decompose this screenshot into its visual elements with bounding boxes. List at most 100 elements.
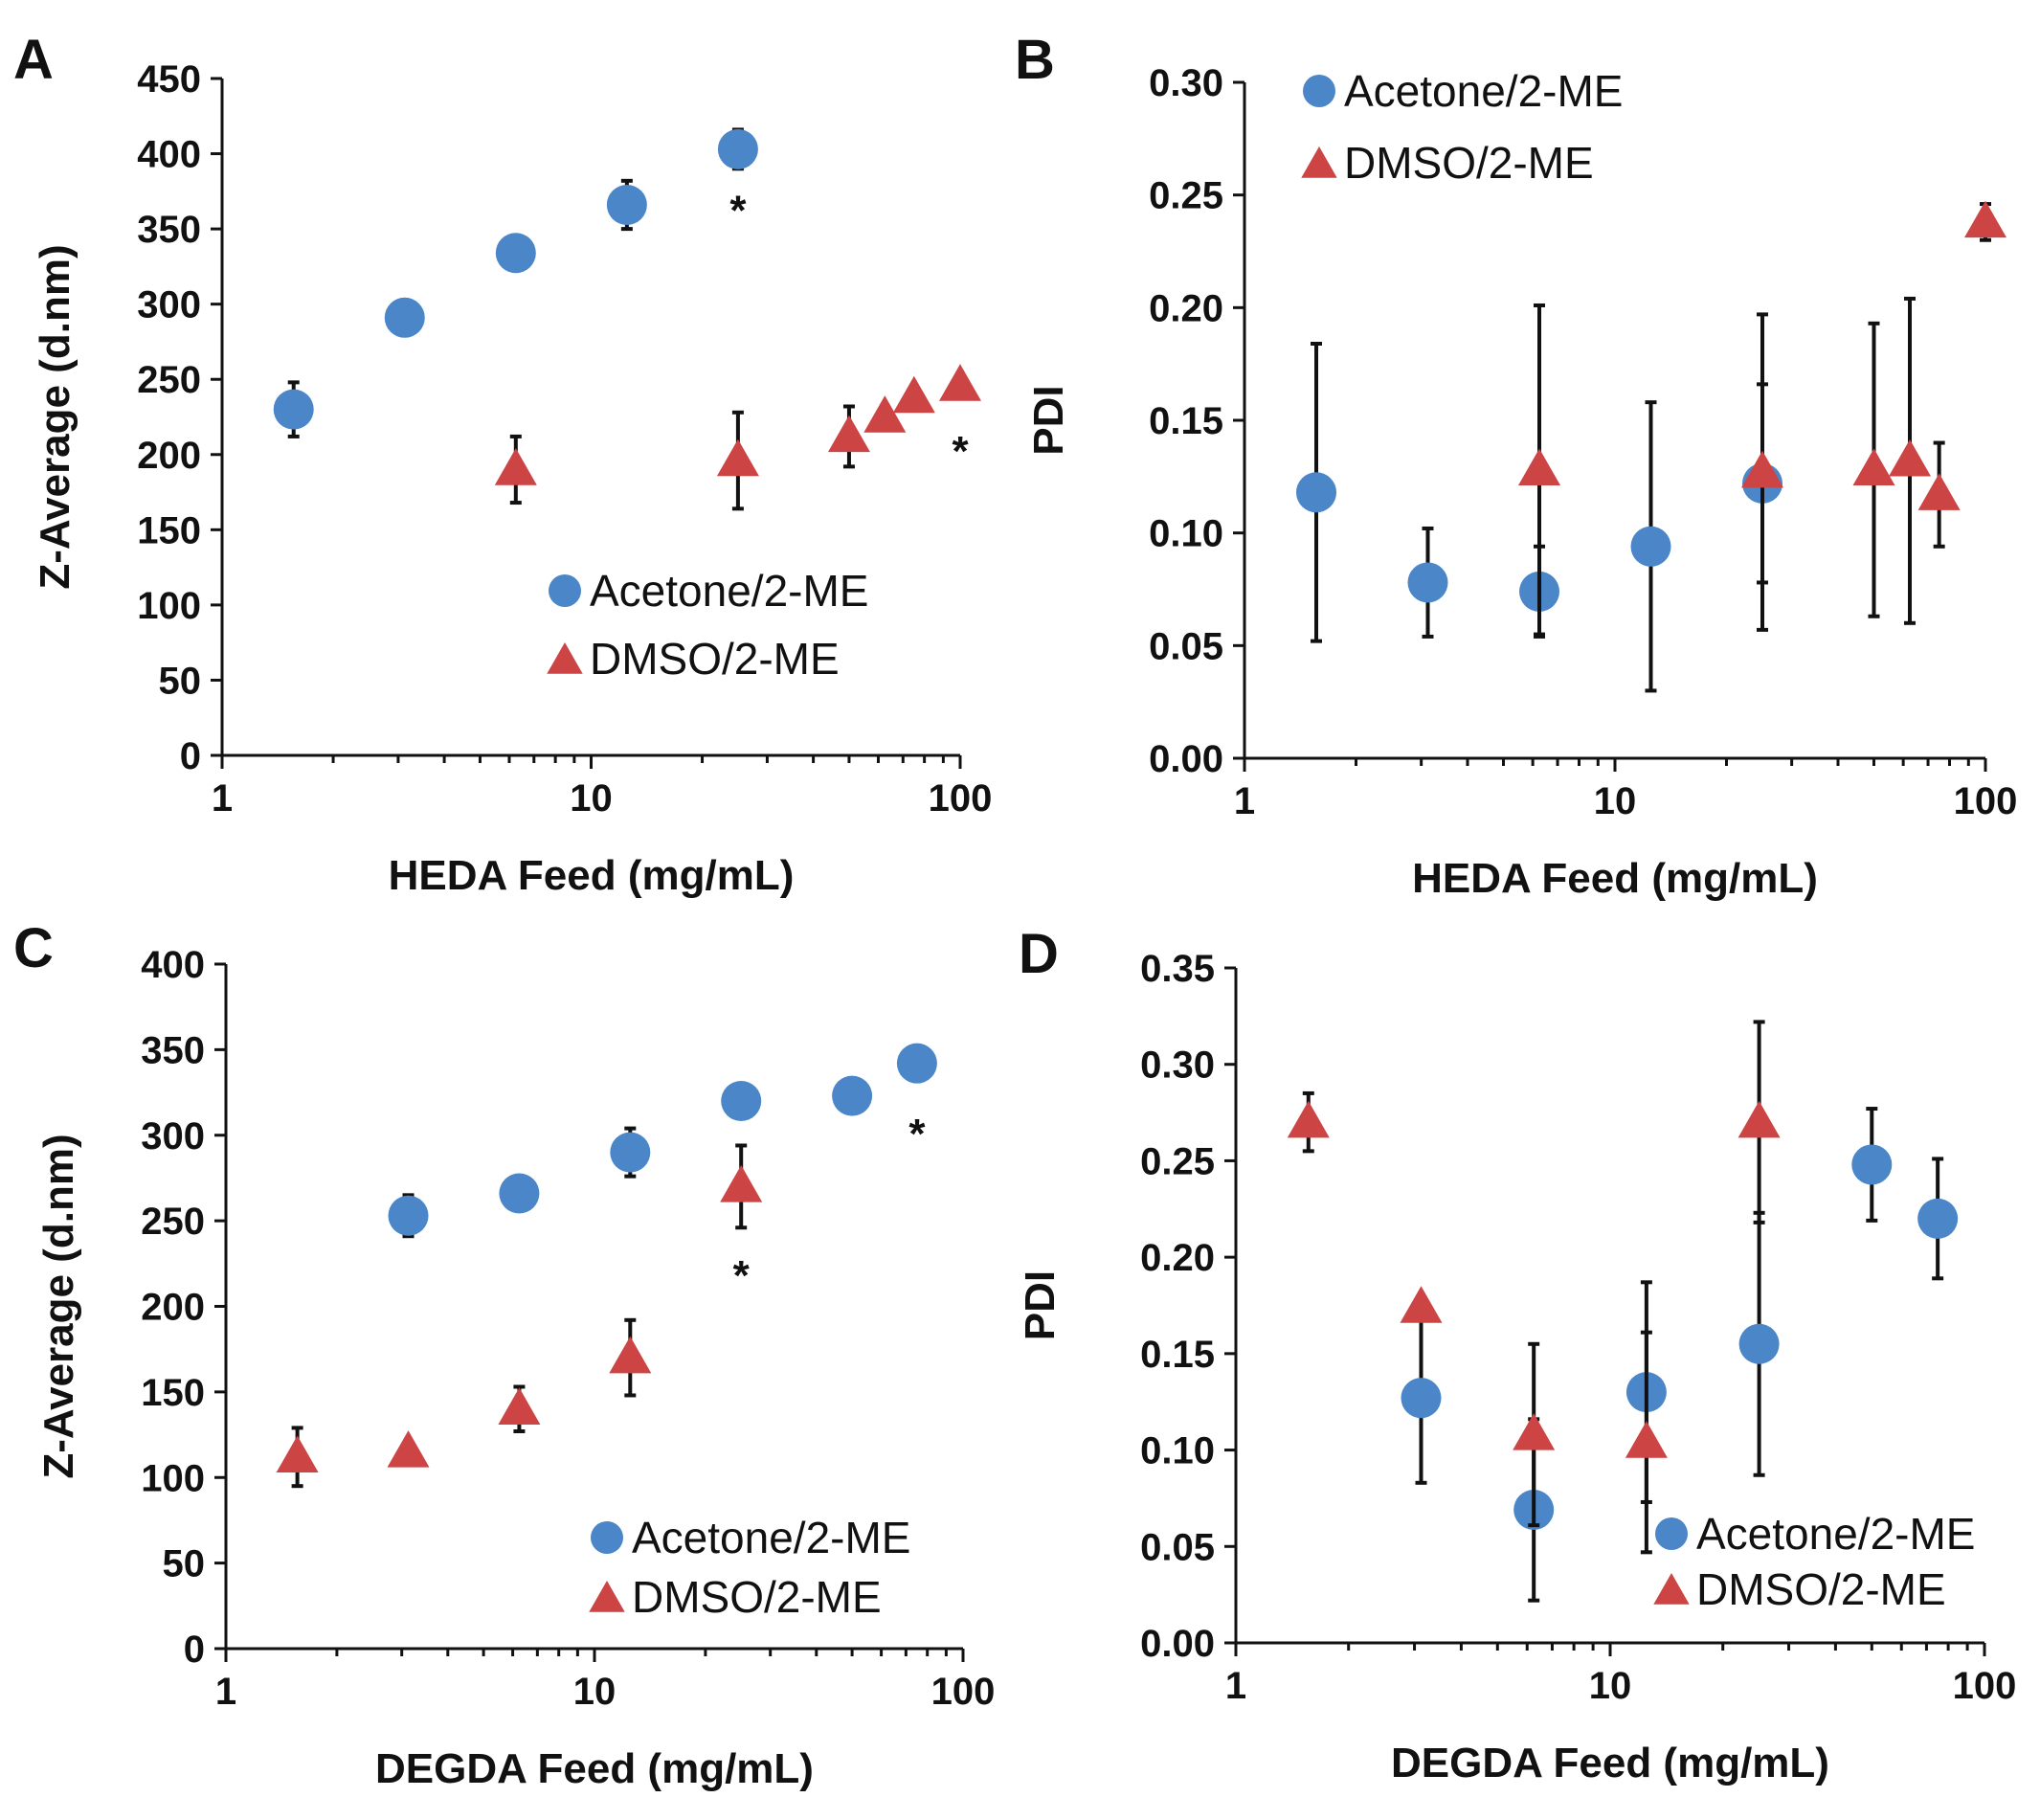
legend-label-acetone: Acetone/2-ME	[632, 1513, 910, 1562]
data-point-dmso	[1287, 1100, 1330, 1138]
legend-label-dmso: DMSO/2-ME	[590, 634, 840, 684]
data-point-dmso	[716, 438, 759, 477]
y-tick-label: 50	[163, 1543, 206, 1585]
legend-item-dmso: DMSO/2-ME	[1301, 138, 1594, 188]
y-tick-label: 400	[137, 134, 201, 176]
y-tick-label: 0.30	[1140, 1045, 1215, 1087]
legend: Acetone/2-ME DMSO/2-ME	[589, 1513, 910, 1622]
data-point-dmso	[720, 1165, 763, 1202]
data-point-dmso	[1852, 448, 1895, 485]
panel-b: B 0.00 0.05 0.10 0.15 0.20 0.25 0.30 1 10 100 HEDA …	[1015, 29, 2017, 902]
data-point-acetone	[1296, 472, 1337, 513]
y-tick-label: 250	[141, 1201, 205, 1243]
y-tick-label: 0.30	[1149, 62, 1223, 104]
x-tick-label: 1	[1225, 1665, 1246, 1707]
panel-letter-d: D	[1019, 923, 1059, 985]
y-tick-label: 0.25	[1149, 175, 1223, 217]
y-tick-label: 250	[137, 359, 201, 401]
data-point-acetone	[499, 1173, 540, 1214]
series-acetone	[1401, 1107, 1959, 1603]
data-point-acetone	[388, 1195, 429, 1236]
series-dmso	[1287, 1020, 1781, 1555]
series-acetone	[273, 127, 758, 438]
x-tick-label: 100	[1953, 1665, 2017, 1707]
y-tick-label: 100	[137, 585, 201, 627]
y-tick-label: 0.15	[1140, 1334, 1215, 1376]
data-point-acetone	[1917, 1198, 1959, 1239]
legend-label-dmso: DMSO/2-ME	[1696, 1564, 1946, 1614]
y-tick-label: 300	[137, 284, 201, 326]
x-tick-label: 10	[1589, 1665, 1632, 1707]
x-axis-title: DEGDA Feed (mg/mL)	[375, 1745, 814, 1792]
y-tick-label: 0.05	[1149, 625, 1223, 667]
data-point-acetone	[1630, 526, 1671, 567]
legend-marker-acetone	[591, 1521, 623, 1554]
significance-asterisk: *	[733, 1252, 751, 1299]
y-tick-label: 300	[141, 1115, 205, 1157]
legend-label-acetone: Acetone/2-ME	[590, 566, 868, 616]
series-acetone	[388, 1043, 937, 1239]
panel-letter-a: A	[13, 29, 54, 91]
series-dmso	[1518, 200, 2006, 637]
data-point-acetone	[1407, 562, 1448, 603]
y-tick-label: 150	[141, 1372, 205, 1414]
data-point-acetone	[1401, 1378, 1442, 1419]
y-tick-label: 0.35	[1140, 948, 1215, 990]
y-tick-label: 0.15	[1149, 400, 1223, 442]
legend-marker-acetone	[1303, 75, 1335, 107]
data-point-dmso	[494, 448, 537, 485]
x-axis-title: HEDA Feed (mg/mL)	[389, 852, 795, 899]
data-point-acetone	[721, 1081, 762, 1121]
data-point-acetone	[1738, 1323, 1780, 1364]
y-tick-label: 0	[184, 1629, 205, 1671]
x-tick-label: 10	[1594, 780, 1637, 822]
y-axis-title: Z-Average (d.nm)	[32, 244, 78, 589]
legend-item-acetone: Acetone/2-ME	[1303, 66, 1623, 116]
y-tick-label: 0.20	[1140, 1237, 1215, 1279]
data-point-acetone	[717, 128, 758, 169]
data-point-acetone	[606, 184, 647, 225]
y-tick-label: 0.25	[1140, 1140, 1215, 1182]
panel-letter-b: B	[1015, 29, 1055, 91]
legend-item-acetone: Acetone/2-ME	[549, 566, 868, 616]
y-tick-label: 0.00	[1140, 1623, 1215, 1665]
y-tick-label: 0.20	[1149, 287, 1223, 329]
panel-letter-c: C	[13, 917, 54, 979]
x-tick-label: 100	[929, 777, 993, 820]
data-point-dmso	[387, 1430, 430, 1468]
data-point-dmso	[939, 364, 981, 401]
panel-a: A 0 50 100 150 200 250 300 350 400 450 1 10 100 HEDA F…	[13, 29, 992, 899]
data-point-acetone	[832, 1075, 873, 1116]
data-point-dmso	[276, 1435, 319, 1472]
legend-marker-acetone	[1655, 1517, 1688, 1550]
legend-label-dmso: DMSO/2-ME	[1344, 138, 1594, 188]
data-point-dmso	[827, 415, 870, 453]
legend-item-acetone: Acetone/2-ME	[591, 1513, 910, 1562]
legend-marker-dmso	[1653, 1573, 1690, 1605]
y-tick-label: 450	[137, 58, 201, 101]
series-dmso	[494, 364, 981, 511]
data-point-acetone	[495, 233, 536, 274]
data-point-acetone	[384, 297, 425, 338]
x-tick-label: 1	[1234, 780, 1255, 822]
x-tick-label: 1	[215, 1671, 236, 1713]
data-point-dmso	[1741, 450, 1784, 488]
significance-asterisk: *	[908, 1111, 926, 1157]
y-tick-label: 100	[141, 1457, 205, 1499]
data-point-dmso	[863, 395, 907, 433]
legend: Acetone/2-ME DMSO/2-ME	[1301, 66, 1623, 188]
y-tick-label: 400	[141, 944, 205, 986]
y-tick-label: 0.05	[1140, 1526, 1215, 1568]
x-axis-title: HEDA Feed (mg/mL)	[1412, 855, 1818, 902]
data-point-dmso	[1513, 1413, 1556, 1450]
legend-marker-dmso	[589, 1581, 625, 1612]
x-tick-label: 100	[1954, 780, 2018, 822]
panel-c: C 0 50 100 150 200 250 300 350 400 1 10 100 DEGDA Fee…	[13, 917, 995, 1792]
legend-label-dmso: DMSO/2-ME	[632, 1572, 882, 1622]
data-point-acetone	[610, 1132, 651, 1173]
panel-d: D 0.00 0.05 0.10 0.15 0.20 0.25 0.30 0.35 1 10 100 D…	[1017, 923, 2016, 1786]
data-point-dmso	[1964, 200, 2006, 238]
x-tick-label: 1	[212, 777, 233, 820]
data-point-dmso	[1737, 1100, 1781, 1138]
